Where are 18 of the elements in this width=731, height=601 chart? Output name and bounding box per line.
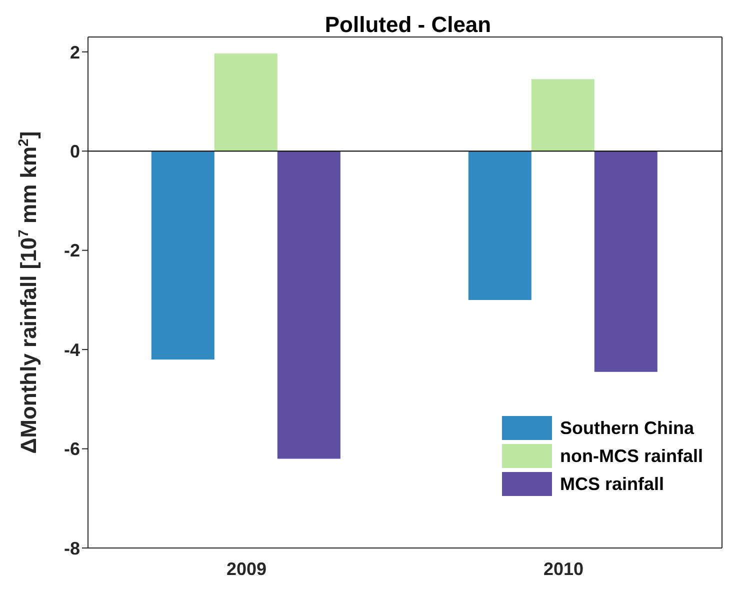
bar (277, 151, 340, 459)
bar (151, 151, 214, 360)
y-tick-label: -8 (64, 538, 80, 558)
y-tick-label: 0 (70, 141, 80, 162)
y-tick-label: -4 (64, 340, 80, 360)
bar (468, 151, 532, 300)
legend-label: non-MCS rainfall (560, 446, 703, 466)
y-tick-label: 2 (70, 42, 80, 62)
x-tick-label: 2010 (543, 558, 584, 579)
chart-title: Polluted - Clean (324, 12, 492, 37)
y-tick-label: -6 (64, 439, 80, 460)
x-tick-label: 2009 (226, 558, 267, 579)
bar (214, 53, 278, 152)
bar (531, 79, 594, 152)
y-tick-label: -2 (64, 240, 80, 261)
legend-label: Southern China (560, 418, 694, 438)
legend-label: MCS rainfall (560, 474, 664, 494)
bar (594, 151, 658, 372)
